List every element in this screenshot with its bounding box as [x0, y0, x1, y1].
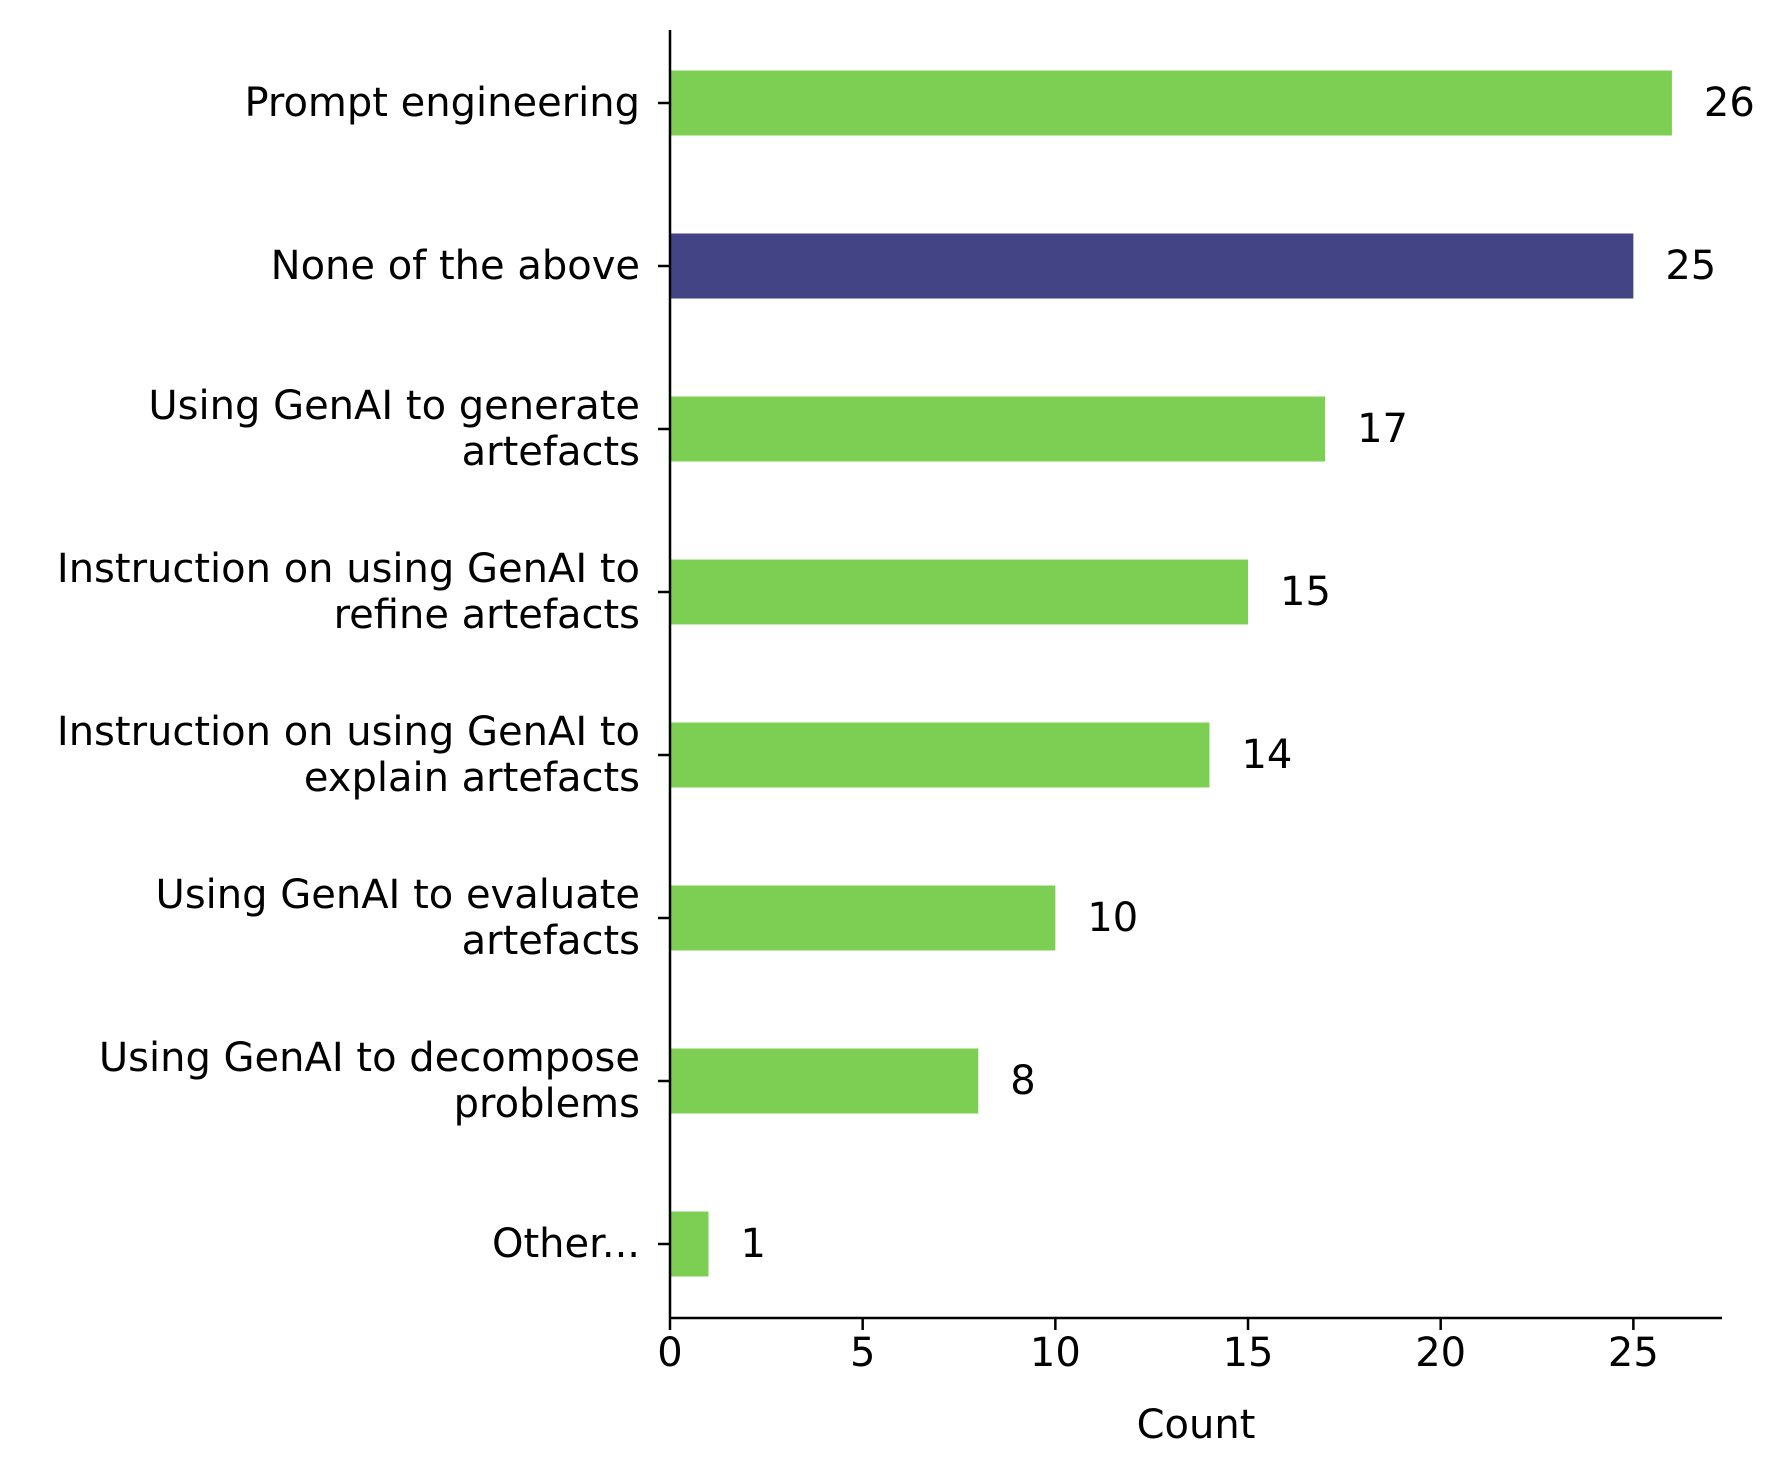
category-labels-group: Prompt engineering None of the above Using… — [57, 80, 670, 1267]
bar-value-label: 25 — [1665, 243, 1716, 289]
x-tick-label: 20 — [1415, 1330, 1466, 1376]
category-label: Using GenAI to decompose — [99, 1035, 640, 1081]
category-label: Instruction on using GenAI to — [57, 546, 640, 592]
category-label: Prompt engineering — [244, 80, 640, 126]
bar — [670, 722, 1210, 788]
category-label: Other... — [492, 1221, 640, 1267]
bar-value-label: 10 — [1087, 895, 1138, 941]
x-tick-label: 0 — [657, 1330, 682, 1376]
category-label: Instruction on using GenAI to — [57, 709, 640, 755]
bar-value-label: 14 — [1241, 732, 1292, 778]
bar-value-label: 15 — [1280, 569, 1331, 615]
category-label: artefacts — [462, 918, 640, 964]
category-label: problems — [454, 1081, 640, 1127]
x-axis-title: Count — [1137, 1402, 1256, 1448]
bar-value-label: 8 — [1010, 1058, 1035, 1104]
bar — [670, 233, 1634, 299]
category-label: Using GenAI to generate — [148, 383, 640, 429]
category-label: artefacts — [462, 429, 640, 475]
category-label: Using GenAI to evaluate — [156, 872, 640, 918]
bar — [670, 1048, 979, 1114]
bar — [670, 885, 1056, 951]
x-tick-label: 10 — [1030, 1330, 1081, 1376]
bar — [670, 70, 1672, 136]
bar — [670, 559, 1249, 625]
bar — [670, 1211, 709, 1277]
category-label: explain artefacts — [304, 755, 640, 801]
value-labels-group: 26 25 17 15 14 10 8 1 — [741, 80, 1755, 1267]
x-ticks-group: 0 5 10 15 20 25 — [657, 1318, 1659, 1376]
x-tick-label: 15 — [1223, 1330, 1274, 1376]
x-tick-label: 25 — [1608, 1330, 1659, 1376]
x-tick-label: 5 — [850, 1330, 875, 1376]
bar-value-label: 26 — [1704, 80, 1755, 126]
bar-value-label: 1 — [741, 1221, 766, 1267]
bars-group — [670, 70, 1672, 1277]
bar — [670, 396, 1326, 462]
bar-value-label: 17 — [1357, 406, 1408, 452]
category-label: refine artefacts — [334, 592, 640, 638]
category-label: None of the above — [271, 243, 640, 289]
